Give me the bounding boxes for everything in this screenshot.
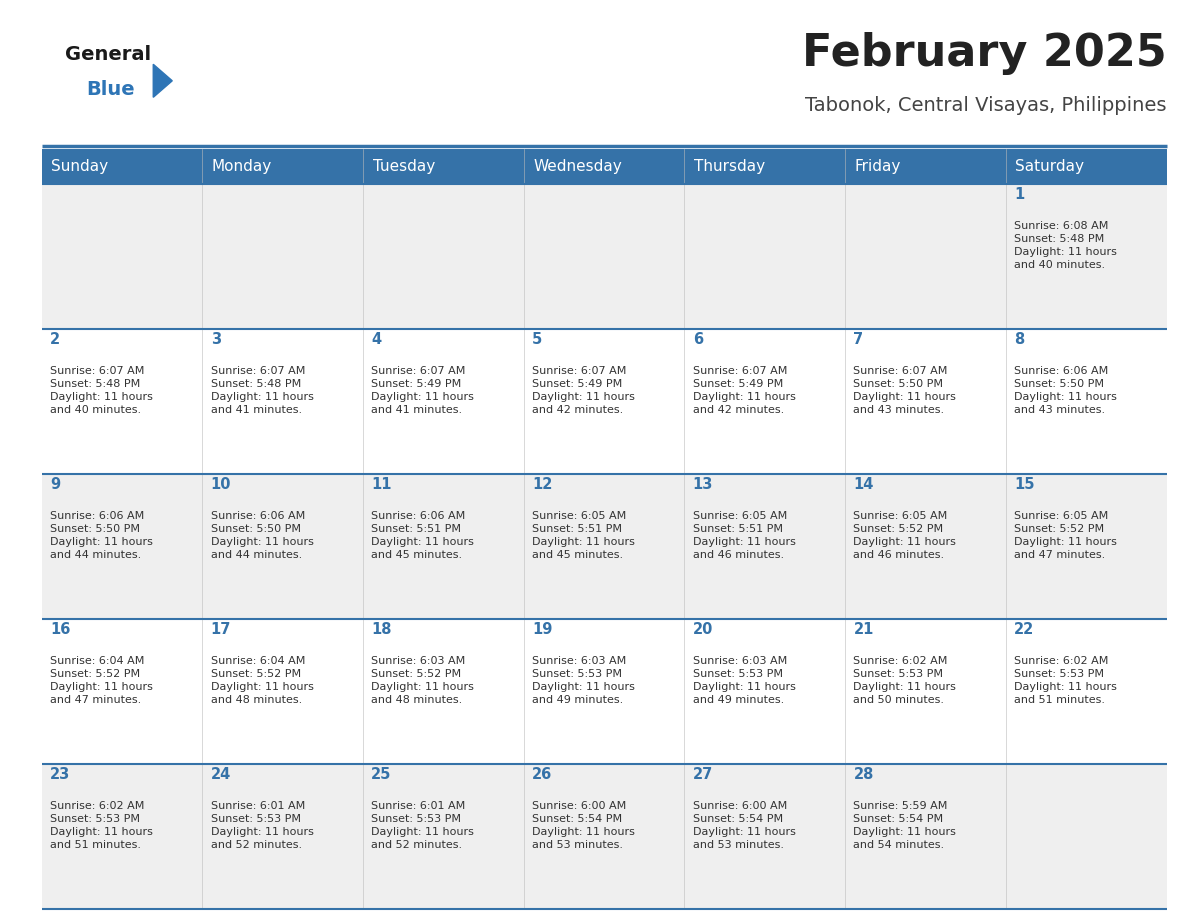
Text: 7: 7 <box>853 332 864 347</box>
Text: 16: 16 <box>50 622 70 637</box>
Text: 8: 8 <box>1015 332 1024 347</box>
Text: Sunrise: 6:05 AM
Sunset: 5:51 PM
Daylight: 11 hours
and 45 minutes.: Sunrise: 6:05 AM Sunset: 5:51 PM Dayligh… <box>532 511 634 560</box>
Text: 22: 22 <box>1015 622 1035 637</box>
Text: Sunrise: 6:05 AM
Sunset: 5:52 PM
Daylight: 11 hours
and 47 minutes.: Sunrise: 6:05 AM Sunset: 5:52 PM Dayligh… <box>1015 511 1117 560</box>
Text: Sunrise: 6:05 AM
Sunset: 5:52 PM
Daylight: 11 hours
and 46 minutes.: Sunrise: 6:05 AM Sunset: 5:52 PM Dayligh… <box>853 511 956 560</box>
Text: Sunrise: 6:03 AM
Sunset: 5:52 PM
Daylight: 11 hours
and 48 minutes.: Sunrise: 6:03 AM Sunset: 5:52 PM Dayligh… <box>372 656 474 705</box>
Text: Friday: Friday <box>854 159 901 174</box>
Text: Sunrise: 6:08 AM
Sunset: 5:48 PM
Daylight: 11 hours
and 40 minutes.: Sunrise: 6:08 AM Sunset: 5:48 PM Dayligh… <box>1015 221 1117 270</box>
Text: Sunrise: 6:06 AM
Sunset: 5:50 PM
Daylight: 11 hours
and 44 minutes.: Sunrise: 6:06 AM Sunset: 5:50 PM Dayligh… <box>50 511 153 560</box>
Polygon shape <box>153 64 172 97</box>
Text: 1: 1 <box>1015 187 1024 202</box>
Text: 15: 15 <box>1015 477 1035 492</box>
Text: Sunrise: 6:00 AM
Sunset: 5:54 PM
Daylight: 11 hours
and 53 minutes.: Sunrise: 6:00 AM Sunset: 5:54 PM Dayligh… <box>532 801 634 850</box>
Text: Sunrise: 6:00 AM
Sunset: 5:54 PM
Daylight: 11 hours
and 53 minutes.: Sunrise: 6:00 AM Sunset: 5:54 PM Dayligh… <box>693 801 796 850</box>
Text: Sunrise: 6:02 AM
Sunset: 5:53 PM
Daylight: 11 hours
and 51 minutes.: Sunrise: 6:02 AM Sunset: 5:53 PM Dayligh… <box>1015 656 1117 705</box>
Text: Sunrise: 6:04 AM
Sunset: 5:52 PM
Daylight: 11 hours
and 47 minutes.: Sunrise: 6:04 AM Sunset: 5:52 PM Dayligh… <box>50 656 153 705</box>
Text: 11: 11 <box>372 477 392 492</box>
Text: 24: 24 <box>210 767 230 782</box>
Text: Sunrise: 6:07 AM
Sunset: 5:48 PM
Daylight: 11 hours
and 40 minutes.: Sunrise: 6:07 AM Sunset: 5:48 PM Dayligh… <box>50 366 153 415</box>
Text: 2: 2 <box>50 332 61 347</box>
Text: 19: 19 <box>532 622 552 637</box>
Text: 9: 9 <box>50 477 61 492</box>
Text: Blue: Blue <box>87 80 135 99</box>
Text: February 2025: February 2025 <box>802 32 1167 75</box>
Text: Sunrise: 6:04 AM
Sunset: 5:52 PM
Daylight: 11 hours
and 48 minutes.: Sunrise: 6:04 AM Sunset: 5:52 PM Dayligh… <box>210 656 314 705</box>
Bar <box>42 184 1167 329</box>
Text: Sunrise: 6:06 AM
Sunset: 5:51 PM
Daylight: 11 hours
and 45 minutes.: Sunrise: 6:06 AM Sunset: 5:51 PM Dayligh… <box>372 511 474 560</box>
Text: Thursday: Thursday <box>694 159 765 174</box>
Text: Sunrise: 6:02 AM
Sunset: 5:53 PM
Daylight: 11 hours
and 51 minutes.: Sunrise: 6:02 AM Sunset: 5:53 PM Dayligh… <box>50 801 153 850</box>
Text: 4: 4 <box>372 332 381 347</box>
Text: Wednesday: Wednesday <box>533 159 623 174</box>
Text: Sunrise: 5:59 AM
Sunset: 5:54 PM
Daylight: 11 hours
and 54 minutes.: Sunrise: 5:59 AM Sunset: 5:54 PM Dayligh… <box>853 801 956 850</box>
Text: Sunrise: 6:05 AM
Sunset: 5:51 PM
Daylight: 11 hours
and 46 minutes.: Sunrise: 6:05 AM Sunset: 5:51 PM Dayligh… <box>693 511 796 560</box>
Bar <box>42 619 1167 764</box>
Text: 3: 3 <box>210 332 221 347</box>
Text: Sunrise: 6:01 AM
Sunset: 5:53 PM
Daylight: 11 hours
and 52 minutes.: Sunrise: 6:01 AM Sunset: 5:53 PM Dayligh… <box>210 801 314 850</box>
Text: Tuesday: Tuesday <box>373 159 435 174</box>
Text: 23: 23 <box>50 767 70 782</box>
Text: 14: 14 <box>853 477 874 492</box>
Bar <box>42 474 1167 619</box>
Text: 21: 21 <box>853 622 874 637</box>
Text: 17: 17 <box>210 622 230 637</box>
Text: Sunrise: 6:07 AM
Sunset: 5:49 PM
Daylight: 11 hours
and 41 minutes.: Sunrise: 6:07 AM Sunset: 5:49 PM Dayligh… <box>372 366 474 415</box>
Text: 28: 28 <box>853 767 874 782</box>
Text: Monday: Monday <box>211 159 272 174</box>
Text: Sunrise: 6:07 AM
Sunset: 5:50 PM
Daylight: 11 hours
and 43 minutes.: Sunrise: 6:07 AM Sunset: 5:50 PM Dayligh… <box>853 366 956 415</box>
Text: 20: 20 <box>693 622 713 637</box>
Bar <box>42 149 1167 184</box>
Text: Sunrise: 6:03 AM
Sunset: 5:53 PM
Daylight: 11 hours
and 49 minutes.: Sunrise: 6:03 AM Sunset: 5:53 PM Dayligh… <box>693 656 796 705</box>
Text: Sunrise: 6:06 AM
Sunset: 5:50 PM
Daylight: 11 hours
and 43 minutes.: Sunrise: 6:06 AM Sunset: 5:50 PM Dayligh… <box>1015 366 1117 415</box>
Text: 12: 12 <box>532 477 552 492</box>
Text: Sunrise: 6:07 AM
Sunset: 5:48 PM
Daylight: 11 hours
and 41 minutes.: Sunrise: 6:07 AM Sunset: 5:48 PM Dayligh… <box>210 366 314 415</box>
Text: Sunrise: 6:07 AM
Sunset: 5:49 PM
Daylight: 11 hours
and 42 minutes.: Sunrise: 6:07 AM Sunset: 5:49 PM Dayligh… <box>532 366 634 415</box>
Text: 18: 18 <box>372 622 392 637</box>
Text: 13: 13 <box>693 477 713 492</box>
Text: 6: 6 <box>693 332 703 347</box>
Text: Sunday: Sunday <box>51 159 108 174</box>
Text: Sunrise: 6:06 AM
Sunset: 5:50 PM
Daylight: 11 hours
and 44 minutes.: Sunrise: 6:06 AM Sunset: 5:50 PM Dayligh… <box>210 511 314 560</box>
Text: 26: 26 <box>532 767 552 782</box>
Text: Sunrise: 6:01 AM
Sunset: 5:53 PM
Daylight: 11 hours
and 52 minutes.: Sunrise: 6:01 AM Sunset: 5:53 PM Dayligh… <box>372 801 474 850</box>
Text: 25: 25 <box>372 767 392 782</box>
Text: Tabonok, Central Visayas, Philippines: Tabonok, Central Visayas, Philippines <box>805 96 1167 116</box>
Bar <box>42 764 1167 909</box>
Text: Sunrise: 6:03 AM
Sunset: 5:53 PM
Daylight: 11 hours
and 49 minutes.: Sunrise: 6:03 AM Sunset: 5:53 PM Dayligh… <box>532 656 634 705</box>
Text: Saturday: Saturday <box>1016 159 1085 174</box>
Text: 27: 27 <box>693 767 713 782</box>
Text: 5: 5 <box>532 332 542 347</box>
Bar <box>42 329 1167 474</box>
Text: Sunrise: 6:07 AM
Sunset: 5:49 PM
Daylight: 11 hours
and 42 minutes.: Sunrise: 6:07 AM Sunset: 5:49 PM Dayligh… <box>693 366 796 415</box>
Text: 10: 10 <box>210 477 232 492</box>
Text: Sunrise: 6:02 AM
Sunset: 5:53 PM
Daylight: 11 hours
and 50 minutes.: Sunrise: 6:02 AM Sunset: 5:53 PM Dayligh… <box>853 656 956 705</box>
Text: General: General <box>65 45 151 64</box>
